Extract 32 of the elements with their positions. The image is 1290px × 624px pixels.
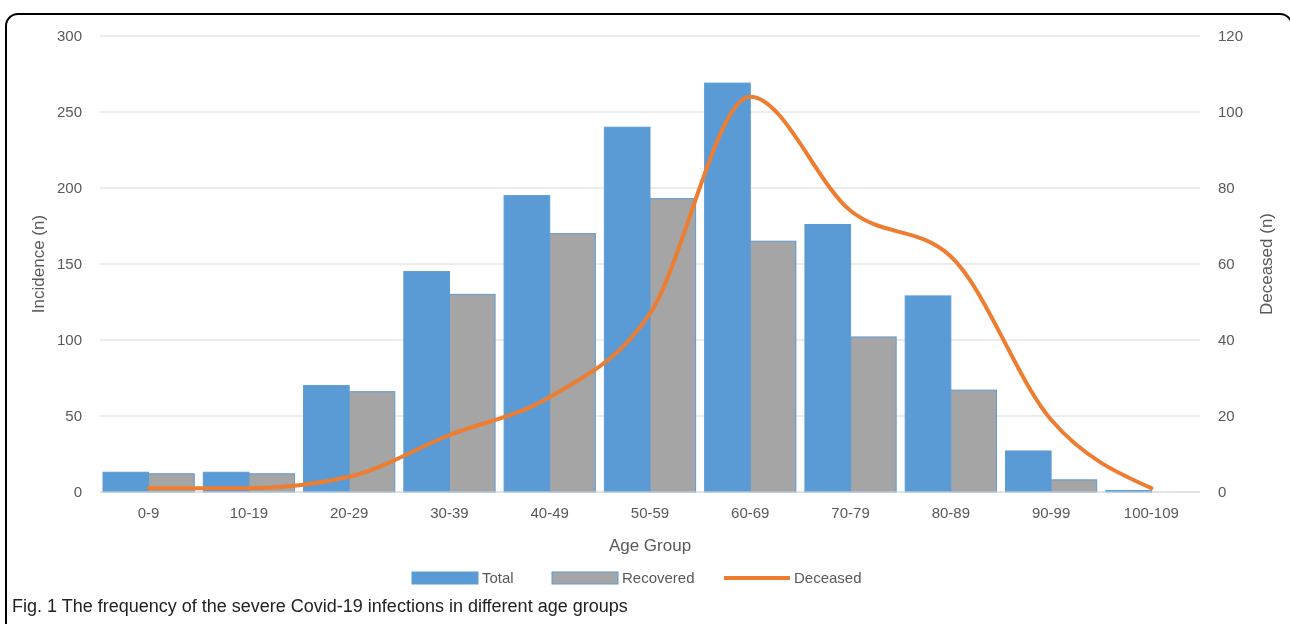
y-tick-label: 0: [73, 483, 82, 501]
y-tick-label: 50: [65, 407, 82, 425]
x-tick-label: 60-69: [731, 504, 770, 521]
x-tick-label: 70-79: [831, 504, 870, 521]
y2-tick-label: 40: [1218, 331, 1235, 349]
x-tick-label: 20-29: [329, 504, 369, 521]
x-tick-label: 80-89: [931, 504, 971, 521]
x-tick-label: 30-39: [430, 504, 469, 521]
y-tick-label: 200: [56, 179, 82, 197]
x-tick-label: 10-19: [229, 504, 269, 521]
x-tick-label: 0-9: [137, 504, 160, 521]
y2-tick-label: 20: [1218, 407, 1235, 425]
y2-axis-title: Deceased (n): [1257, 212, 1276, 316]
x-tick-label: 90-99: [1031, 504, 1071, 521]
y2-tick-label: 60: [1218, 255, 1235, 273]
y-tick-label: 100: [56, 331, 82, 349]
x-axis-title: Age Group: [608, 536, 692, 555]
y2-tick-label: 120: [1218, 27, 1244, 45]
y-tick-label: 250: [56, 103, 82, 121]
x-tick-label: 40-49: [530, 504, 569, 521]
y2-tick-label: 100: [1218, 103, 1244, 121]
y-tick-label: 300: [56, 27, 82, 45]
y2-tick-label: 0: [1218, 483, 1227, 501]
x-tick-label: 50-59: [630, 504, 670, 521]
legend-label: Recovered: [622, 569, 695, 587]
y2-tick-label: 80: [1218, 179, 1235, 197]
legend-label: Deceased: [794, 569, 862, 587]
caption: Fig. 1 The frequency of the severe Covid-19 infections in different age groups: [12, 596, 628, 616]
y-tick-label: 150: [56, 255, 82, 273]
legend-label: Total: [482, 569, 514, 587]
x-tick-label: 100-109: [1123, 504, 1179, 521]
y-axis-title: Incidence (n): [29, 214, 48, 314]
